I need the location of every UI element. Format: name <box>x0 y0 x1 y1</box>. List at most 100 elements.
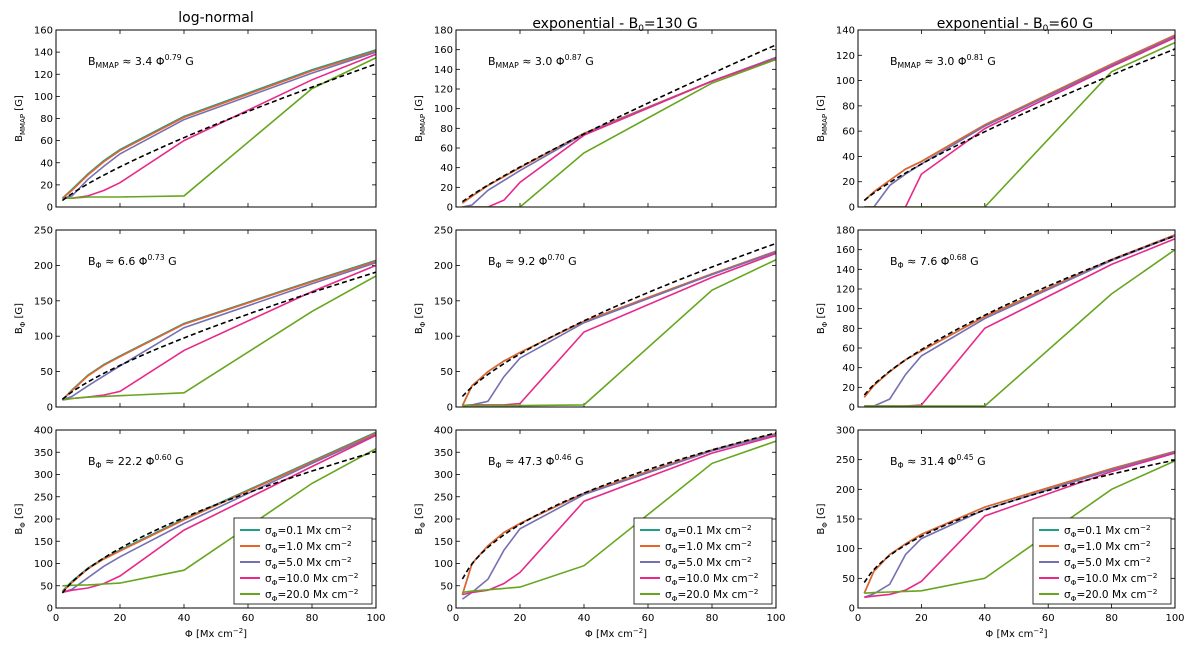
axes-frame <box>857 229 1176 408</box>
series-line-sigma-3 <box>864 452 1175 599</box>
fit-annotation: BΦ​ ≈ 22.2 Φ0.60​ G <box>88 453 184 470</box>
x-tick-label: 0 <box>453 613 459 624</box>
legend: σΦ​=0.1 Mx cm−2​σΦ​=1.0 Mx cm−2​σΦ​=5.0 … <box>633 517 773 605</box>
fit-annotation: BMMAP​ ≈ 3.4 Φ0.79​ G <box>88 53 194 70</box>
series-line-sigma-3 <box>62 434 376 594</box>
x-tick-label: 40 <box>578 613 591 624</box>
y-tick-label: 60 <box>40 136 53 147</box>
y-tick-label: 300 <box>34 470 53 481</box>
fit-annotation: BMMAP​ ≈ 3.0 Φ0.87​ G <box>488 53 594 70</box>
y-tick-label: 40 <box>842 152 855 163</box>
y-axis-label: BΦ​ [G] <box>414 503 427 534</box>
y-axis-label: BΦ​ [G] <box>816 303 829 334</box>
x-tick-label: 60 <box>1042 613 1055 624</box>
series-line-sigma-1 <box>863 34 1175 202</box>
series-line-sigma-2 <box>62 261 376 401</box>
y-axis-label: BΦ​ [G] <box>414 303 427 334</box>
legend-label: σΦ​=20.0 Mx cm−2​ <box>665 587 758 603</box>
y-axis-label: BMMAP​ [G] <box>14 95 27 142</box>
y-tick-label: 300 <box>836 426 855 437</box>
y-tick-label: 80 <box>842 324 855 335</box>
y-tick-label: 350 <box>434 448 453 459</box>
y-tick-label: 100 <box>34 332 53 343</box>
y-tick-label: 20 <box>842 177 855 188</box>
fit-line <box>863 459 1175 583</box>
y-tick-label: 200 <box>434 515 453 526</box>
series-line-sigma-4 <box>62 275 376 401</box>
y-tick-label: 20 <box>440 183 453 194</box>
y-axis-label: BΦ​ [G] <box>14 503 27 534</box>
panel-r0-c1: 0 20 40 60 80 100 120 140 160 180 BMMAP​ ≈ 3.0 Φ0.… <box>414 26 777 214</box>
y-tick-label: 50 <box>440 581 453 592</box>
fit-line <box>461 44 776 203</box>
axes-frame <box>857 29 1176 208</box>
fit-line <box>461 242 776 397</box>
y-tick-label: 60 <box>440 144 453 155</box>
series-line-sigma-1 <box>61 260 376 401</box>
legend-label: σΦ​=20.0 Mx cm−2​ <box>1064 587 1157 603</box>
y-tick-label: 150 <box>34 537 53 548</box>
series-line-sigma-4 <box>462 258 776 407</box>
y-tick-label: 180 <box>434 26 453 37</box>
legend: σΦ​=0.1 Mx cm−2​σΦ​=1.0 Mx cm−2​σΦ​=5.0 … <box>233 517 373 605</box>
legend-label: σΦ​=1.0 Mx cm−2​ <box>265 539 352 555</box>
y-tick-label: 0 <box>47 203 53 214</box>
panel-r2-c1: 0 50 100 150 200 250 300 350 400 0 20 40 60 80 100 BΦ​ … <box>414 426 786 641</box>
y-axis-label: BΦ​ [G] <box>14 303 27 334</box>
axes-frame <box>55 429 377 609</box>
legend-label: σΦ​=0.1 Mx cm−2​ <box>1064 523 1151 539</box>
y-tick-label: 300 <box>434 470 453 481</box>
series-line-sigma-2 <box>864 235 1175 407</box>
legend-label: σΦ​=5.0 Mx cm−2​ <box>1064 555 1151 571</box>
y-tick-label: 0 <box>447 604 453 615</box>
series-line-sigma-4 <box>864 460 1175 594</box>
y-tick-label: 140 <box>836 265 855 276</box>
series-line-sigma-4 <box>462 440 776 594</box>
series-line-sigma-3 <box>462 57 776 207</box>
x-tick-label: 20 <box>915 613 928 624</box>
series-line-sigma-3 <box>62 53 376 199</box>
legend-label: σΦ​=10.0 Mx cm−2​ <box>1064 571 1157 587</box>
x-tick-label: 100 <box>1165 613 1184 624</box>
y-tick-label: 0 <box>849 403 855 414</box>
y-tick-label: 200 <box>434 261 453 272</box>
y-tick-label: 80 <box>842 101 855 112</box>
legend-label: σΦ​=0.1 Mx cm−2​ <box>665 523 752 539</box>
legend-label: σΦ​=5.0 Mx cm−2​ <box>265 555 352 571</box>
fit-line <box>61 63 376 202</box>
series-line-sigma-2 <box>62 51 376 199</box>
fit-annotation: BMMAP​ ≈ 3.0 Φ0.81​ G <box>890 53 996 70</box>
fit-line <box>461 432 776 580</box>
y-tick-label: 250 <box>34 226 53 237</box>
panel-r2-c0: 0 50 100 150 200 250 300 350 400 0 20 40 60 80 100 BΦ​ … <box>14 426 386 641</box>
axes-frame <box>455 429 777 609</box>
x-tick-label: 80 <box>1105 613 1118 624</box>
y-tick-label: 100 <box>836 544 855 555</box>
x-tick-label: 100 <box>766 613 785 624</box>
y-axis-label: BMMAP​ [G] <box>414 95 427 142</box>
x-tick-label: 60 <box>242 613 255 624</box>
y-tick-label: 40 <box>40 158 53 169</box>
series-line-sigma-0 <box>461 56 776 204</box>
x-tick-label: 20 <box>514 613 527 624</box>
series-line-sigma-4 <box>62 56 376 199</box>
panel-r0-c0: 0 20 40 60 80 100 120 140 160 BMMAP​ ≈ 3.4 Φ0.79​… <box>14 26 377 214</box>
series-line-sigma-4 <box>864 41 1175 207</box>
x-axis-label: Φ [Mx cm−2​] <box>985 627 1047 640</box>
series-line-sigma-0 <box>61 259 376 401</box>
y-tick-label: 20 <box>842 383 855 394</box>
series-line-sigma-3 <box>462 252 776 407</box>
y-tick-label: 140 <box>434 65 453 76</box>
y-tick-label: 0 <box>447 203 453 214</box>
y-tick-label: 160 <box>434 45 453 56</box>
legend-label: σΦ​=1.0 Mx cm−2​ <box>665 539 752 555</box>
panel-r1-c2: 0 20 40 60 80 100 120 140 160 180 BΦ​ ≈ 7.6 Φ0.68​… <box>816 226 1176 414</box>
y-tick-label: 250 <box>434 492 453 503</box>
series-line-sigma-3 <box>62 264 376 401</box>
y-tick-label: 80 <box>40 114 53 125</box>
y-tick-label: 50 <box>440 367 453 378</box>
y-tick-label: 60 <box>842 344 855 355</box>
series-line-sigma-0 <box>863 34 1175 202</box>
y-tick-label: 400 <box>34 426 53 437</box>
series-line-sigma-1 <box>461 56 776 204</box>
